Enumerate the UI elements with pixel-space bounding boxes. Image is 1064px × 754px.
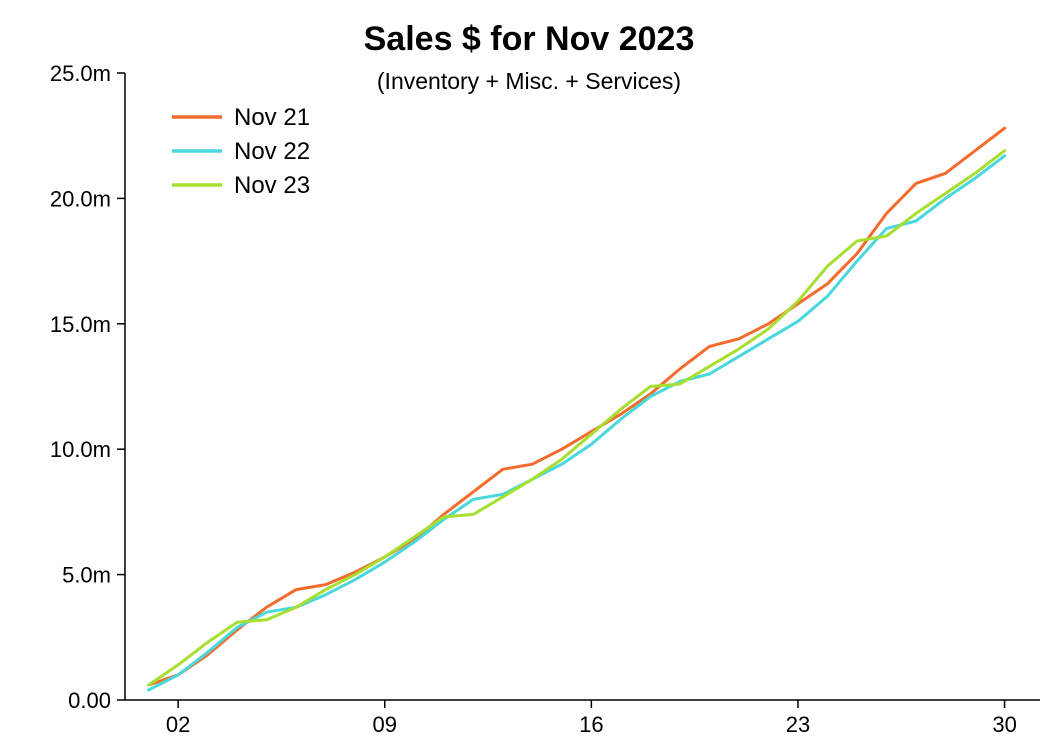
x-tick-label: 30: [992, 712, 1016, 737]
y-tick-label: 0.00: [68, 688, 111, 713]
y-tick-label: 15.0m: [50, 312, 111, 337]
series-line-nov-22: [147, 154, 1007, 692]
y-tick-label: 5.0m: [62, 563, 111, 588]
legend-label: Nov 22: [234, 138, 310, 165]
legend-label: Nov 21: [234, 104, 310, 131]
x-axis-ticks: 02 09 16 23 30: [166, 700, 1017, 737]
legend: Nov 21 Nov 22 Nov 23: [172, 104, 310, 199]
x-tick-label: 16: [579, 712, 603, 737]
y-tick-label: 10.0m: [50, 437, 111, 462]
y-tick-label: 20.0m: [50, 186, 111, 211]
series-line-nov-21: [147, 126, 1007, 687]
chart-subtitle: (Inventory + Misc. + Services): [377, 68, 681, 94]
series-line-nov-23: [147, 149, 1007, 687]
series-lines: [147, 126, 1007, 692]
x-tick-label: 02: [166, 712, 190, 737]
y-tick-label: 25.0m: [50, 61, 111, 86]
y-axis-ticks: 0.00 5.0m 10.0m 15.0m 20.0m 25.0m: [50, 61, 125, 713]
x-tick-label: 09: [372, 712, 396, 737]
legend-label: Nov 23: [234, 172, 310, 199]
x-tick-label: 23: [786, 712, 810, 737]
chart-title: Sales $ for Nov 2023: [364, 20, 695, 58]
